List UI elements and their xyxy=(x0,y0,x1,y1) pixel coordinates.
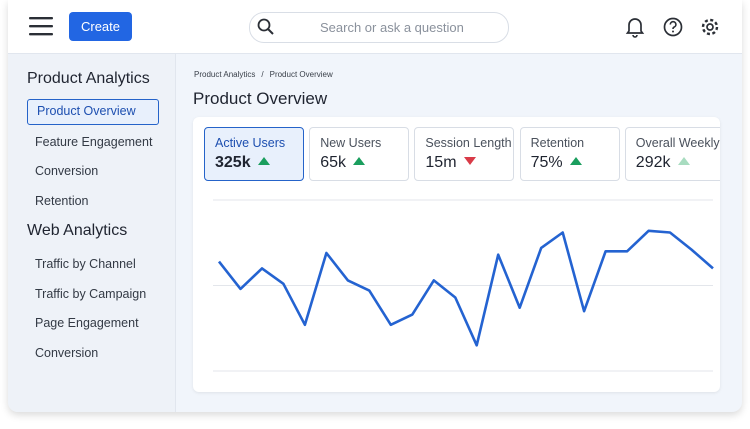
trend-arrow xyxy=(352,157,365,165)
chart-card: Active Users 325k New Users 65k Session Leng… xyxy=(193,117,720,392)
breadcrumb: Product Analytics / Product Overview xyxy=(194,70,333,79)
app-window: Create Search or ask a question Product … xyxy=(8,0,742,412)
nav-item[interactable]: Traffic by Campaign xyxy=(35,286,147,301)
help-icon[interactable] xyxy=(662,16,684,38)
nav-item[interactable]: Product Overview xyxy=(27,99,159,125)
settings-icon[interactable] xyxy=(699,16,721,38)
metric-label: Session Length xyxy=(425,136,512,150)
section-title: Web Analytics xyxy=(27,222,128,239)
metric-tile[interactable]: Session Length 15m xyxy=(414,127,515,181)
notifications-icon[interactable] xyxy=(625,16,645,38)
breadcrumb-separator: / xyxy=(261,70,264,79)
nav-item[interactable]: Page Engagement xyxy=(35,316,139,330)
trend-arrow xyxy=(257,157,270,165)
trend-arrow xyxy=(677,157,690,165)
metric-tile[interactable]: Active Users 325k xyxy=(204,127,304,181)
metric-label: Overall Weekly A xyxy=(635,136,720,150)
metric-label: New Users xyxy=(320,136,382,150)
search-box[interactable]: Search or ask a question xyxy=(249,12,509,43)
line-chart xyxy=(213,199,714,372)
metric-value: 65k xyxy=(320,154,365,172)
page-title: Product Overview xyxy=(193,89,328,108)
metric-tile[interactable]: New Users 65k xyxy=(309,127,410,181)
search-placeholder: Search or ask a question xyxy=(320,20,464,35)
create-button[interactable]: Create xyxy=(69,12,132,41)
nav-item[interactable]: Conversion xyxy=(35,164,99,178)
search-icon xyxy=(257,18,274,35)
trend-arrow xyxy=(463,157,476,165)
breadcrumb-item[interactable]: Product Overview xyxy=(269,70,333,79)
menu-icon[interactable] xyxy=(28,15,54,37)
data-line xyxy=(217,229,714,347)
metric-tile[interactable]: Retention 75% xyxy=(519,127,620,181)
breadcrumb-item[interactable]: Product Analytics xyxy=(194,70,256,79)
metric-label: Retention xyxy=(530,136,585,150)
trend-arrow xyxy=(569,157,582,165)
nav-item[interactable]: Conversion xyxy=(35,345,99,360)
metric-label: Active Users xyxy=(215,136,286,150)
top-bar: Create Search or ask a question xyxy=(8,0,742,54)
metric-value: 325k xyxy=(215,154,270,172)
nav-item[interactable]: Traffic by Channel xyxy=(35,257,136,271)
metric-value: 292k xyxy=(636,154,690,172)
sidebar: Product Analytics Product Overview Feature… xyxy=(8,54,176,412)
nav-item[interactable]: Feature Engagement xyxy=(35,134,153,149)
nav-item[interactable]: Retention xyxy=(35,193,89,208)
metric-value: 75% xyxy=(531,154,582,172)
metric-tile[interactable]: Overall Weekly A 292k xyxy=(624,127,720,181)
section-title: Product Analytics xyxy=(27,70,150,87)
metric-value: 15m xyxy=(425,154,476,172)
